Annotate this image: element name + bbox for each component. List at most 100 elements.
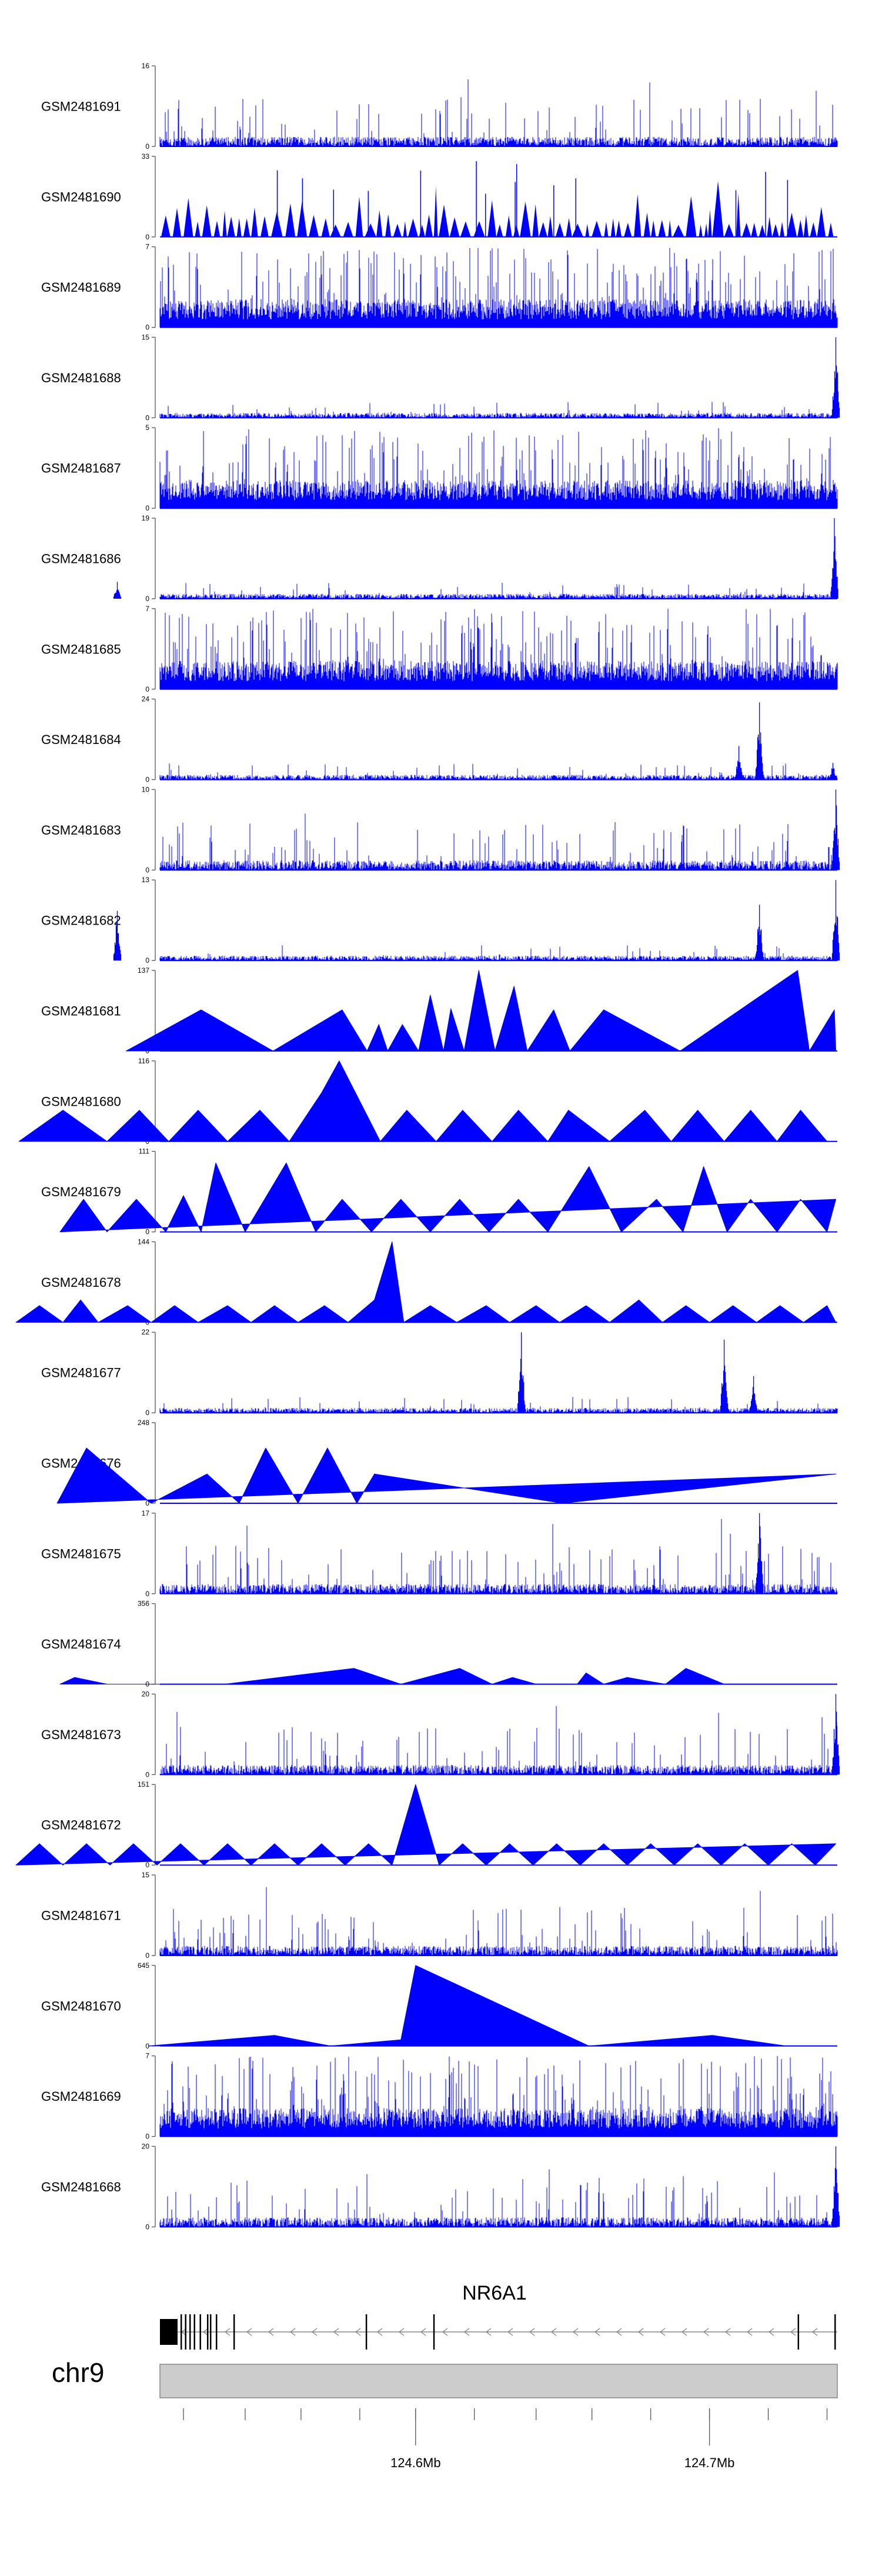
strand-arrow [572, 2328, 579, 2336]
signal-bars [159, 945, 838, 961]
sample-label-GSM2481680: GSM2481680 [41, 1094, 121, 1109]
y-tick-label-min: 0 [145, 1770, 149, 1778]
signal-peak-0 [831, 1694, 840, 1775]
y-tick-label-min: 0 [145, 142, 149, 151]
signal-peak-1 [830, 518, 838, 599]
y-tick-label-max: 356 [138, 1600, 149, 1608]
signal-tracks: GSM2481691160GSM2481690330GSM248168970GS… [15, 62, 840, 2231]
strand-arrow [550, 2328, 557, 2336]
strand-arrow [659, 2328, 666, 2336]
signal-area [15, 1784, 836, 1866]
strand-arrow [790, 2328, 796, 2336]
strand-arrow [594, 2328, 600, 2336]
exon-4 [189, 2314, 191, 2350]
sample-label-GSM2481668: GSM2481668 [41, 2180, 121, 2194]
signal-peak-0 [734, 746, 743, 780]
y-tick-label-max: 20 [142, 1690, 150, 1698]
sample-label-GSM2481675: GSM2481675 [41, 1546, 121, 1561]
y-tick-label-max: 33 [142, 152, 150, 161]
sample-label-GSM2481688: GSM2481688 [41, 371, 121, 385]
y-tick-label-min: 0 [145, 2042, 149, 2050]
strand-arrow [246, 2328, 252, 2336]
y-tick-label-min: 0 [145, 1409, 149, 1417]
signal-bars [159, 1887, 838, 1956]
strand-arrow [311, 2328, 318, 2336]
y-tick-label-max: 248 [138, 1419, 149, 1427]
sample-label-GSM2481691: GSM2481691 [41, 99, 121, 114]
chromosome-ideogram: chr9 [52, 2357, 838, 2398]
sample-label-GSM2481685: GSM2481685 [41, 642, 121, 656]
exon-10 [233, 2314, 235, 2350]
track-GSM2481685: GSM2481685 7 0 [41, 605, 838, 693]
signal-peak-2 [831, 880, 840, 961]
y-tick-label-max: 7 [145, 243, 149, 251]
sample-label-GSM2481684: GSM2481684 [41, 732, 121, 747]
signal-peak-0 [113, 910, 122, 961]
y-tick-label-min: 0 [145, 1499, 149, 1507]
signal-area [15, 1241, 836, 1323]
signal-area [59, 1162, 836, 1233]
track-GSM2481668: GSM2481668 20 0 [41, 2142, 840, 2231]
signal-area [59, 1668, 725, 1685]
signal-bars [159, 2169, 838, 2227]
signal-bars [159, 428, 838, 509]
y-tick-label-min: 0 [145, 2223, 149, 2231]
y-tick-label-max: 7 [145, 2052, 149, 2060]
genome-axis: 124.6Mb 124.7Mb [160, 2404, 837, 2470]
sample-label-GSM2481679: GSM2481679 [41, 1184, 121, 1199]
y-tick-label-min: 0 [145, 866, 149, 874]
y-tick-label-max: 111 [139, 1147, 150, 1156]
sample-label-GSM2481669: GSM2481669 [41, 2089, 121, 2104]
strand-arrow [637, 2328, 644, 2336]
track-GSM2481689: GSM2481689 7 0 [41, 243, 838, 332]
signal-area [56, 1447, 836, 1504]
sample-label-GSM2481670: GSM2481670 [41, 1998, 121, 2013]
signal-bars [159, 1519, 838, 1594]
chromosome-band [159, 2364, 838, 2398]
axis-tick-label-2: 124.7Mb [684, 2455, 735, 2470]
signal-bars [159, 583, 838, 599]
track-GSM2481687: GSM2481687 5 0 [41, 423, 838, 512]
y-tick-label-min: 0 [145, 1228, 149, 1236]
signal-peak-2 [749, 1376, 758, 1413]
track-GSM2481676: GSM24816762480 [41, 1419, 837, 1507]
signal-peak-0 [517, 1332, 526, 1413]
sample-label-GSM2481672: GSM2481672 [41, 1818, 121, 1833]
track-GSM2481670: GSM2481670 645 0 [41, 1961, 837, 2050]
strand-arrow [768, 2328, 774, 2336]
track-GSM2481671: GSM2481671 15 0 [41, 1871, 838, 1960]
sample-label-GSM2481677: GSM2481677 [41, 1366, 121, 1380]
y-tick-label-max: 645 [138, 1961, 149, 1970]
signal-bars [159, 248, 838, 328]
exon-9 [215, 2314, 218, 2350]
y-tick-label-max: 24 [142, 695, 150, 703]
strand-arrow [681, 2328, 687, 2336]
strand-arrow [746, 2328, 753, 2336]
y-tick-label-max: 13 [142, 876, 150, 884]
strand-arrow [355, 2328, 361, 2336]
signal-bars [159, 2056, 838, 2137]
signal-peak-0 [755, 1513, 764, 1594]
strand-arrow [724, 2328, 731, 2336]
signal-bars [159, 1706, 838, 1775]
strand-arrow [442, 2328, 448, 2336]
y-tick-label-max: 16 [142, 62, 150, 70]
sample-label-GSM2481686: GSM2481686 [41, 552, 121, 566]
track-GSM2481673: GSM2481673 20 0 [41, 1690, 840, 1778]
track-GSM2481681: GSM24816811370 [41, 966, 837, 1055]
track-GSM2481678: GSM24816781440 [15, 1237, 837, 1326]
y-tick-label-max: 144 [138, 1237, 149, 1246]
signal-bars [159, 1397, 838, 1413]
exon-12 [433, 2314, 435, 2350]
y-tick-label-max: 5 [145, 423, 149, 432]
sample-label-GSM2481683: GSM2481683 [41, 823, 121, 837]
strand-arrow [485, 2328, 492, 2336]
sample-label-GSM2481678: GSM2481678 [41, 1275, 121, 1290]
y-tick-label-min: 0 [145, 595, 149, 603]
strand-arrow [811, 2328, 818, 2336]
signal-peak-1 [755, 702, 764, 780]
gene-model [160, 2314, 837, 2350]
y-tick-label-min: 0 [145, 504, 149, 512]
